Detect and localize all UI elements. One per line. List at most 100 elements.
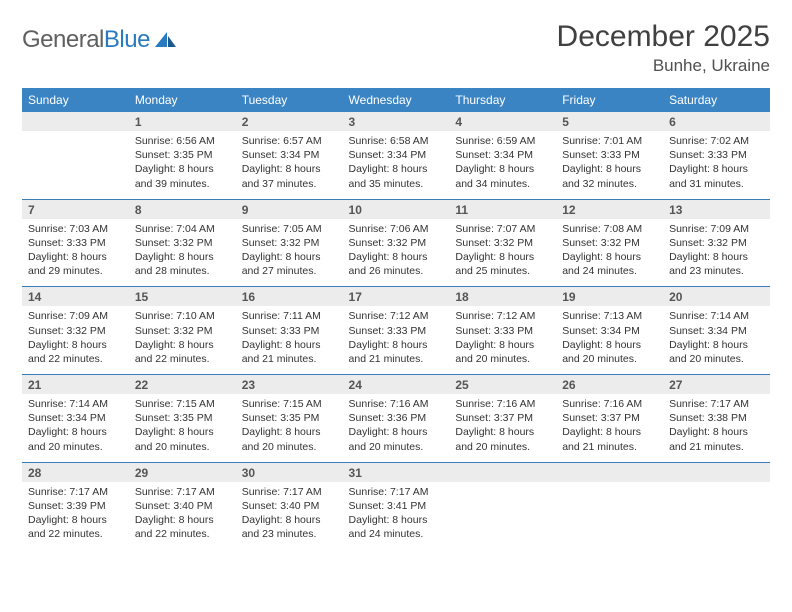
day-content-cell: Sunrise: 7:11 AMSunset: 3:33 PMDaylight:…	[236, 306, 343, 374]
day-number-cell: 22	[129, 375, 236, 395]
weekday-header: Saturday	[663, 88, 770, 112]
daylight-text: Daylight: 8 hours	[455, 425, 550, 439]
sunrise-text: Sunrise: 7:17 AM	[28, 485, 123, 499]
daylight-text: and 32 minutes.	[562, 177, 657, 191]
day-content-row: Sunrise: 7:09 AMSunset: 3:32 PMDaylight:…	[22, 306, 770, 374]
daylight-text: Daylight: 8 hours	[455, 338, 550, 352]
sunset-text: Sunset: 3:32 PM	[242, 236, 337, 250]
day-number-cell: 29	[129, 462, 236, 482]
title-block: December 2025 Bunhe, Ukraine	[557, 20, 770, 76]
day-content-cell: Sunrise: 7:14 AMSunset: 3:34 PMDaylight:…	[22, 394, 129, 462]
day-number-cell: 2	[236, 112, 343, 131]
sunrise-text: Sunrise: 7:17 AM	[135, 485, 230, 499]
daylight-text: Daylight: 8 hours	[242, 513, 337, 527]
logo: GeneralBlue	[22, 26, 178, 54]
weekday-header: Wednesday	[343, 88, 450, 112]
daylight-text: Daylight: 8 hours	[242, 250, 337, 264]
sunset-text: Sunset: 3:35 PM	[135, 411, 230, 425]
daylight-text: and 22 minutes.	[28, 352, 123, 366]
daylight-text: Daylight: 8 hours	[135, 513, 230, 527]
day-content-cell: Sunrise: 7:05 AMSunset: 3:32 PMDaylight:…	[236, 219, 343, 287]
sunrise-text: Sunrise: 7:14 AM	[669, 309, 764, 323]
day-content-cell: Sunrise: 7:17 AMSunset: 3:39 PMDaylight:…	[22, 482, 129, 550]
day-number-cell: 1	[129, 112, 236, 131]
sunset-text: Sunset: 3:37 PM	[562, 411, 657, 425]
day-content-cell: Sunrise: 7:15 AMSunset: 3:35 PMDaylight:…	[236, 394, 343, 462]
day-number-cell: 8	[129, 199, 236, 219]
sunrise-text: Sunrise: 7:08 AM	[562, 222, 657, 236]
daylight-text: Daylight: 8 hours	[562, 250, 657, 264]
day-number-row: 14151617181920	[22, 287, 770, 307]
day-content-cell: Sunrise: 7:17 AMSunset: 3:41 PMDaylight:…	[343, 482, 450, 550]
day-content-cell: Sunrise: 6:56 AMSunset: 3:35 PMDaylight:…	[129, 131, 236, 199]
weekday-header: Friday	[556, 88, 663, 112]
daylight-text: and 27 minutes.	[242, 264, 337, 278]
sunset-text: Sunset: 3:32 PM	[28, 324, 123, 338]
day-content-cell: Sunrise: 7:09 AMSunset: 3:32 PMDaylight:…	[22, 306, 129, 374]
daylight-text: and 21 minutes.	[242, 352, 337, 366]
daylight-text: Daylight: 8 hours	[349, 513, 444, 527]
sunset-text: Sunset: 3:41 PM	[349, 499, 444, 513]
daylight-text: and 21 minutes.	[669, 440, 764, 454]
logo-text-blue: Blue	[104, 26, 150, 53]
day-number-row: 21222324252627	[22, 375, 770, 395]
daylight-text: Daylight: 8 hours	[135, 250, 230, 264]
weekday-header: Tuesday	[236, 88, 343, 112]
sunrise-text: Sunrise: 7:01 AM	[562, 134, 657, 148]
daylight-text: and 26 minutes.	[349, 264, 444, 278]
day-content-row: Sunrise: 7:14 AMSunset: 3:34 PMDaylight:…	[22, 394, 770, 462]
day-content-cell: Sunrise: 7:01 AMSunset: 3:33 PMDaylight:…	[556, 131, 663, 199]
day-number-cell	[449, 462, 556, 482]
daylight-text: and 20 minutes.	[349, 440, 444, 454]
day-content-cell: Sunrise: 7:16 AMSunset: 3:37 PMDaylight:…	[556, 394, 663, 462]
day-content-cell: Sunrise: 7:12 AMSunset: 3:33 PMDaylight:…	[449, 306, 556, 374]
daylight-text: Daylight: 8 hours	[135, 162, 230, 176]
sunset-text: Sunset: 3:32 PM	[669, 236, 764, 250]
day-content-cell	[663, 482, 770, 550]
daylight-text: Daylight: 8 hours	[349, 425, 444, 439]
day-number-cell: 3	[343, 112, 450, 131]
day-content-cell: Sunrise: 6:58 AMSunset: 3:34 PMDaylight:…	[343, 131, 450, 199]
sunset-text: Sunset: 3:34 PM	[669, 324, 764, 338]
sunset-text: Sunset: 3:36 PM	[349, 411, 444, 425]
day-content-cell: Sunrise: 6:59 AMSunset: 3:34 PMDaylight:…	[449, 131, 556, 199]
daylight-text: Daylight: 8 hours	[135, 425, 230, 439]
weekday-header: Thursday	[449, 88, 556, 112]
sunset-text: Sunset: 3:40 PM	[135, 499, 230, 513]
sunrise-text: Sunrise: 7:05 AM	[242, 222, 337, 236]
sunset-text: Sunset: 3:33 PM	[28, 236, 123, 250]
day-number-cell: 19	[556, 287, 663, 307]
sunrise-text: Sunrise: 7:14 AM	[28, 397, 123, 411]
sunrise-text: Sunrise: 6:56 AM	[135, 134, 230, 148]
sunrise-text: Sunrise: 6:58 AM	[349, 134, 444, 148]
daylight-text: Daylight: 8 hours	[455, 250, 550, 264]
day-number-cell: 18	[449, 287, 556, 307]
day-content-cell: Sunrise: 7:15 AMSunset: 3:35 PMDaylight:…	[129, 394, 236, 462]
daylight-text: and 39 minutes.	[135, 177, 230, 191]
daylight-text: and 22 minutes.	[28, 527, 123, 541]
sunrise-text: Sunrise: 7:15 AM	[135, 397, 230, 411]
day-content-cell: Sunrise: 7:03 AMSunset: 3:33 PMDaylight:…	[22, 219, 129, 287]
sunrise-text: Sunrise: 7:09 AM	[669, 222, 764, 236]
daylight-text: and 20 minutes.	[669, 352, 764, 366]
day-content-cell	[22, 131, 129, 199]
daylight-text: and 23 minutes.	[669, 264, 764, 278]
sunrise-text: Sunrise: 7:12 AM	[349, 309, 444, 323]
daylight-text: Daylight: 8 hours	[669, 338, 764, 352]
sunset-text: Sunset: 3:33 PM	[669, 148, 764, 162]
day-number-row: 78910111213	[22, 199, 770, 219]
sunrise-text: Sunrise: 7:11 AM	[242, 309, 337, 323]
sunset-text: Sunset: 3:33 PM	[242, 324, 337, 338]
day-content-row: Sunrise: 7:03 AMSunset: 3:33 PMDaylight:…	[22, 219, 770, 287]
daylight-text: and 34 minutes.	[455, 177, 550, 191]
daylight-text: Daylight: 8 hours	[669, 425, 764, 439]
daylight-text: and 22 minutes.	[135, 527, 230, 541]
day-content-cell: Sunrise: 7:06 AMSunset: 3:32 PMDaylight:…	[343, 219, 450, 287]
day-number-cell: 7	[22, 199, 129, 219]
day-number-cell: 31	[343, 462, 450, 482]
day-content-cell: Sunrise: 7:04 AMSunset: 3:32 PMDaylight:…	[129, 219, 236, 287]
day-number-cell: 20	[663, 287, 770, 307]
day-number-cell: 16	[236, 287, 343, 307]
month-title: December 2025	[557, 20, 770, 54]
sunrise-text: Sunrise: 7:13 AM	[562, 309, 657, 323]
